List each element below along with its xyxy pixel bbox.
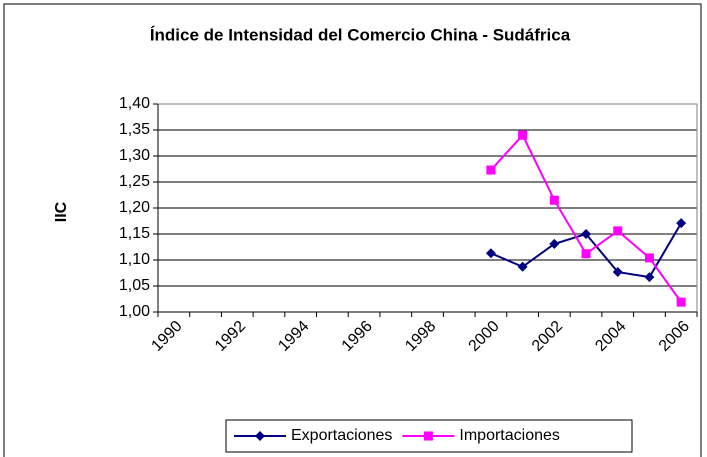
y-tick-label: 1,10 bbox=[119, 251, 150, 268]
data-point bbox=[518, 130, 528, 140]
data-point bbox=[581, 249, 591, 259]
legend-label: Importaciones bbox=[459, 427, 560, 444]
chart-border bbox=[3, 3, 702, 457]
legend-label: Exportaciones bbox=[291, 427, 392, 444]
y-tick-label: 1,15 bbox=[119, 225, 150, 242]
y-tick-label: 1,05 bbox=[119, 277, 150, 294]
data-point bbox=[549, 238, 560, 249]
data-point bbox=[486, 165, 496, 175]
y-tick-label: 1,35 bbox=[119, 121, 150, 138]
chart-title: Índice de Intensidad del Comercio China … bbox=[150, 25, 571, 44]
y-axis-label: IIC bbox=[53, 201, 70, 222]
y-tick-label: 1,25 bbox=[119, 173, 150, 190]
data-point bbox=[613, 226, 623, 236]
data-point bbox=[517, 261, 528, 272]
data-point bbox=[581, 229, 592, 239]
data-point bbox=[676, 218, 687, 229]
legend-marker bbox=[423, 431, 433, 441]
data-point bbox=[612, 266, 623, 277]
data-point bbox=[549, 195, 559, 205]
y-tick-label: 1,30 bbox=[119, 147, 150, 164]
data-point bbox=[485, 248, 496, 259]
legend-marker bbox=[255, 431, 265, 441]
data-point bbox=[676, 297, 686, 307]
y-tick-label: 1,00 bbox=[119, 303, 150, 320]
data-point bbox=[644, 253, 654, 263]
data-point bbox=[644, 272, 655, 283]
y-tick-label: 1,20 bbox=[119, 199, 150, 216]
y-tick-label: 1,40 bbox=[119, 95, 150, 112]
